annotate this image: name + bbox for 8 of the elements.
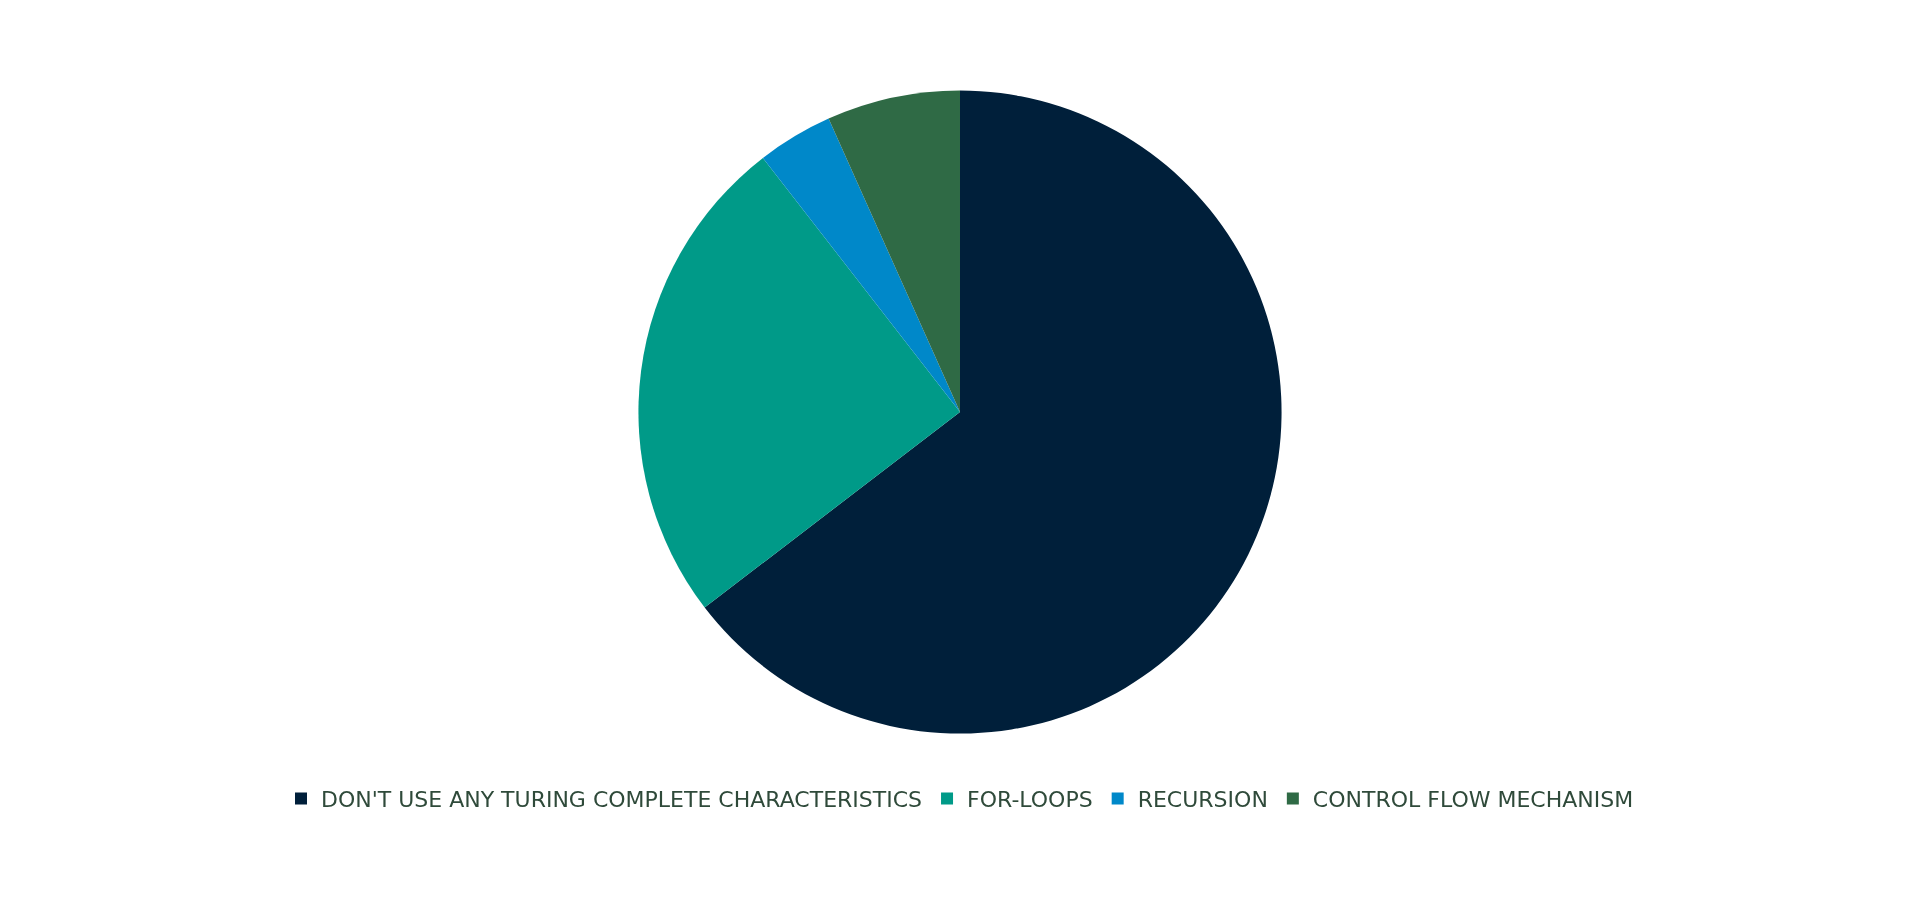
legend-label: DON'T USE ANY TURING COMPLETE CHARACTERISTICS: [321, 787, 923, 813]
pie-slice: [828, 90, 960, 413]
legend-label: RECURSION: [1137, 787, 1268, 813]
pie-slice: [704, 90, 1282, 734]
pie-slice: [638, 157, 960, 608]
legend-label: CONTROL FLOW MECHANISM: [1312, 787, 1634, 813]
legend-label: FOR-LOOPS: [967, 787, 1093, 813]
pie-slice: [762, 118, 960, 413]
